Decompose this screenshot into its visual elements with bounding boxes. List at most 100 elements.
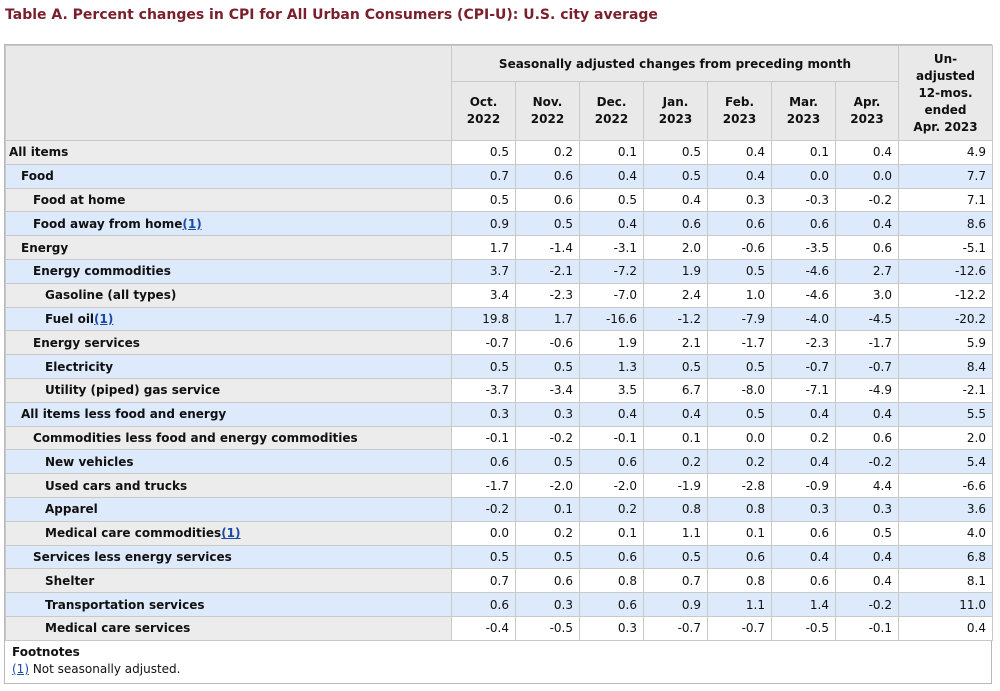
row-label-cell: Commodities less food and energy commodi… <box>5 425 452 451</box>
row-label: Medical care services <box>45 621 191 636</box>
cell-monthly-change: -0.4 <box>451 615 516 641</box>
cell-monthly-change: 0.0 <box>834 163 900 189</box>
cell-unadjusted-12mo: 7.7 <box>898 163 994 189</box>
header-month: Jan. 2023 <box>643 81 708 141</box>
cell-monthly-change: 2.7 <box>834 258 900 284</box>
row-label-cell: Services less energy services <box>5 544 452 570</box>
table-row: Fuel oil(1) 19.8 1.7 -16.6 -1.2 -7.9 -4.0 -4.5-… <box>5 306 994 332</box>
cell-monthly-change: -1.7 <box>834 330 900 356</box>
row-label-cell: All items <box>5 140 452 165</box>
cell-monthly-change: -0.1 <box>834 615 900 641</box>
cell-unadjusted-12mo: -20.2 <box>898 306 994 332</box>
cell-monthly-change: 0.5 <box>643 140 708 165</box>
header-month-name: Mar. <box>789 95 818 109</box>
header-month-year: 2023 <box>850 112 884 126</box>
cell-monthly-change: 1.7 <box>451 235 516 260</box>
cell-unadjusted-12mo: 4.0 <box>898 520 994 546</box>
header-month-name: Jan. <box>662 95 689 109</box>
cell-monthly-change: 2.4 <box>643 282 708 308</box>
cell-monthly-change: 0.5 <box>579 187 644 213</box>
cell-monthly-change: -4.6 <box>771 258 836 284</box>
row-label-cell: Electricity <box>5 354 452 379</box>
cell-monthly-change: 19.8 <box>451 306 516 332</box>
cell-monthly-change: 0.5 <box>643 354 708 379</box>
header-month: Feb. 2023 <box>707 81 772 141</box>
header-corner <box>5 45 452 141</box>
footnote-link[interactable]: (1) <box>221 526 241 541</box>
cell-monthly-change: 0.4 <box>643 187 708 213</box>
cell-monthly-change: 0.5 <box>707 258 772 284</box>
cell-monthly-change: -2.8 <box>707 473 772 498</box>
row-label-cell: Fuel oil(1) <box>5 306 452 332</box>
footnote-ref-link[interactable]: (1) <box>12 662 29 676</box>
cell-unadjusted-12mo: -2.1 <box>898 377 994 403</box>
row-label: Food away from home <box>33 216 183 231</box>
footnote-link[interactable]: (1) <box>94 311 114 326</box>
cell-monthly-change: 0.3 <box>515 592 580 617</box>
header-month-year: 2023 <box>786 112 821 126</box>
footnotes-title: Footnotes <box>12 645 80 659</box>
cell-monthly-change: -7.1 <box>771 377 836 403</box>
header-month: Dec. 2022 <box>579 81 644 141</box>
header-month: Mar. 2023 <box>771 81 836 141</box>
cell-monthly-change: 0.8 <box>707 496 772 522</box>
cell-monthly-change: 0.5 <box>707 401 772 427</box>
cell-monthly-change: 0.7 <box>643 568 708 594</box>
cell-monthly-change: 0.4 <box>771 544 836 570</box>
cell-monthly-change: 0.1 <box>707 520 772 546</box>
row-label: New vehicles <box>45 454 134 469</box>
row-label: Medical care commodities <box>45 526 222 541</box>
footnote-link[interactable]: (1) <box>182 216 202 231</box>
table-row: New vehicles 0.6 0.5 0.6 0.2 0.2 0.4 -0.2 5.4 <box>5 449 994 475</box>
table-row: Commodities less food and energy commodi… <box>5 425 994 451</box>
table-row: Electricity 0.5 0.5 1.3 0.5 0.5 -0.7 -0.7 8.4 <box>5 354 994 379</box>
cell-monthly-change: 0.2 <box>707 449 772 475</box>
cell-monthly-change: 0.0 <box>771 163 836 189</box>
cell-monthly-change: -7.9 <box>707 306 772 332</box>
cell-monthly-change: -1.7 <box>707 330 772 356</box>
row-label-cell: Medical care commodities(1) <box>5 520 452 546</box>
cell-monthly-change: 0.0 <box>451 520 516 546</box>
row-label: Transportation services <box>45 597 205 612</box>
table-row: Shelter 0.7 0.6 0.8 0.7 0.8 0.6 0.4 8.1 <box>5 568 994 594</box>
row-label-cell: New vehicles <box>5 449 452 475</box>
cell-monthly-change: -0.1 <box>579 425 644 451</box>
cell-monthly-change: -0.7 <box>707 615 772 641</box>
row-label-cell: Utility (piped) gas service <box>5 377 452 403</box>
row-label-cell: Food at home <box>5 187 452 213</box>
cell-monthly-change: 3.7 <box>451 258 516 284</box>
row-label: Commodities less food and energy commodi… <box>33 430 358 445</box>
table-row: Services less energy services 0.5 0.5 0.6 0.… <box>5 544 994 570</box>
cell-monthly-change: 0.9 <box>643 592 708 617</box>
cell-monthly-change: -3.5 <box>771 235 836 260</box>
cell-monthly-change: 0.8 <box>643 496 708 522</box>
table-row: Used cars and trucks -1.7 -2.0 -2.0 -1.9 -2.8… <box>5 473 994 498</box>
cell-monthly-change: 0.7 <box>451 163 516 189</box>
row-label: Food at home <box>33 192 126 207</box>
row-label-cell: Energy <box>5 235 452 260</box>
row-label: Energy commodities <box>33 264 171 279</box>
cell-monthly-change: 0.2 <box>515 520 580 546</box>
row-label: Gasoline (all types) <box>45 288 177 303</box>
table-row: Apparel -0.2 0.1 0.2 0.8 0.8 0.3 0.3 3.6 <box>5 496 994 522</box>
cell-monthly-change: 0.6 <box>707 544 772 570</box>
row-label: Energy <box>21 240 69 255</box>
cell-monthly-change: -3.1 <box>579 235 644 260</box>
cell-monthly-change: 0.4 <box>643 401 708 427</box>
cell-monthly-change: 3.5 <box>579 377 644 403</box>
cell-monthly-change: -0.1 <box>451 425 516 451</box>
cell-monthly-change: 0.5 <box>515 449 580 475</box>
cell-monthly-change: 0.5 <box>515 354 580 379</box>
cell-monthly-change: -0.7 <box>771 354 836 379</box>
cell-unadjusted-12mo: -5.1 <box>898 235 994 260</box>
cell-monthly-change: 0.5 <box>451 187 516 213</box>
row-label: Shelter <box>45 573 95 588</box>
cell-monthly-change: -2.3 <box>515 282 580 308</box>
cell-monthly-change: 0.6 <box>771 520 836 546</box>
cell-monthly-change: 0.1 <box>771 140 836 165</box>
cell-monthly-change: -16.6 <box>579 306 644 332</box>
cell-monthly-change: 0.2 <box>579 496 644 522</box>
cell-monthly-change: 1.9 <box>643 258 708 284</box>
header-row-months: Oct. 2022 Nov. 2022 Dec. 2022 Jan. 2023 Feb. 2023… <box>6 81 993 141</box>
cell-unadjusted-12mo: 11.0 <box>898 592 994 617</box>
